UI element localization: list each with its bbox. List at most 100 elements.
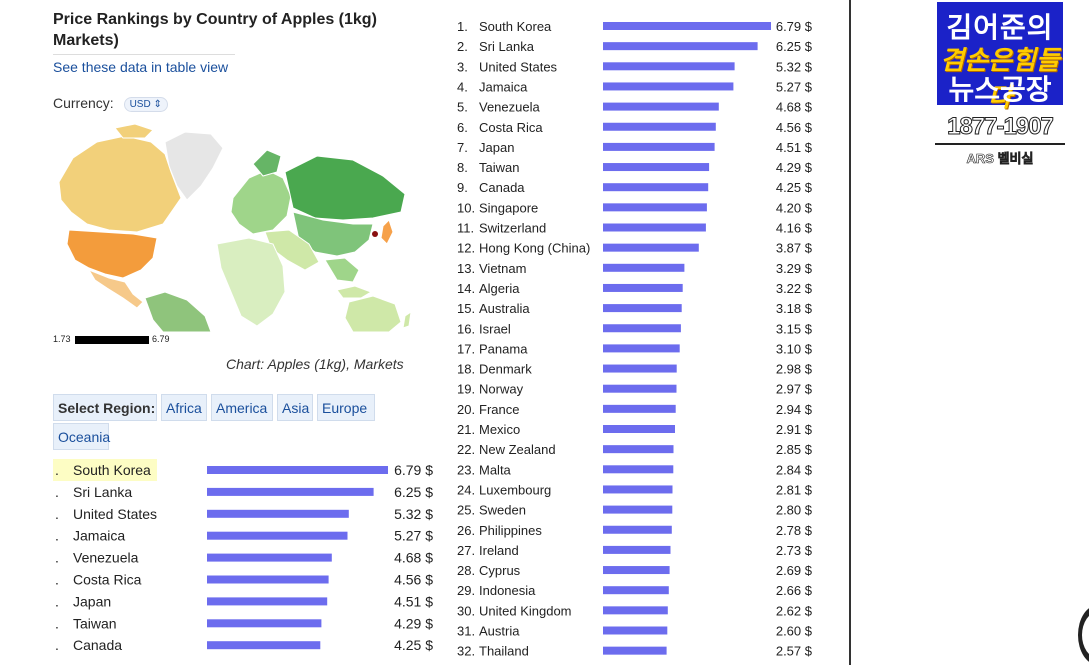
map-region-mexico[interactable] [87, 268, 144, 309]
bar-algeria [603, 283, 683, 292]
region-button-asia[interactable]: Asia [277, 394, 313, 421]
rank-number: 21. [457, 422, 475, 437]
phone-divider [935, 143, 1065, 145]
rank-marker: . [55, 615, 59, 631]
category-label-denmark: Denmark [479, 362, 532, 377]
bar-united-states [207, 509, 349, 518]
bar-singapore [603, 203, 707, 212]
bar-jamaica [207, 531, 348, 540]
bar-denmark [603, 364, 677, 373]
map-region-new-zealand[interactable] [402, 310, 412, 329]
value-label-united-states: 5.32 $ [394, 506, 433, 522]
category-label-sweden: Sweden [479, 503, 526, 518]
category-label-south-korea: South Korea [479, 19, 552, 34]
rank-number: 26. [457, 523, 475, 538]
rank-number: 24. [457, 482, 475, 497]
rank-number: 22. [457, 442, 475, 457]
rank-number: 28. [457, 563, 475, 578]
map-region-russia[interactable] [284, 155, 406, 221]
currency-label: Currency: [53, 95, 114, 111]
value-label-canada: 4.25 $ [394, 637, 433, 653]
title-divider [53, 54, 235, 55]
map-region-south-america[interactable] [144, 291, 212, 332]
rank-number: 25. [457, 503, 475, 518]
category-label-israel: Israel [479, 321, 511, 336]
value-label-jamaica: 5.27 $ [394, 528, 433, 544]
category-label-sri-lanka: Sri Lanka [479, 39, 535, 54]
table-view-link[interactable]: See these data in table view [53, 59, 229, 75]
value-label-taiwan: 4.29 $ [394, 615, 433, 631]
map-region-canada[interactable] [58, 135, 182, 233]
world-map[interactable] [53, 120, 413, 332]
rank-marker: . [55, 572, 59, 588]
rank-number: 10. [457, 200, 475, 215]
value-label-japan: 4.51 $ [394, 593, 433, 609]
rank-number: 5. [457, 100, 468, 115]
bar-austria [603, 626, 668, 635]
currency-value: USD [129, 99, 151, 110]
bar-south-korea [207, 466, 388, 474]
rank-number: 15. [457, 301, 475, 316]
scale-bar [75, 336, 149, 344]
value-label-mexico: 2.91 $ [776, 422, 813, 437]
rank-number: 31. [457, 624, 475, 639]
map-region-scandinavia[interactable] [252, 149, 282, 177]
value-label-costa-rica: 4.56 $ [776, 120, 813, 135]
bar-philippines [603, 525, 672, 534]
rank-number: 4. [457, 79, 468, 94]
map-region-southeast-asia[interactable] [324, 257, 360, 283]
value-label-norway: 2.97 $ [776, 382, 813, 397]
region-button-africa[interactable]: Africa [161, 394, 207, 421]
left-panel: Price Rankings by Country of Apples (1kg… [0, 0, 445, 665]
bar-australia [603, 304, 682, 313]
category-label-switzerland: Switzerland [479, 221, 546, 236]
value-label-japan: 4.51 $ [776, 140, 813, 155]
region-button-america[interactable]: America [211, 394, 273, 421]
rank-number: 20. [457, 402, 475, 417]
bar-canada [207, 641, 321, 650]
category-label-philippines: Philippines [479, 523, 542, 538]
map-region-australia[interactable] [344, 295, 402, 332]
category-label-venezuela: Venezuela [73, 550, 139, 566]
map-region-arctic-islands[interactable] [114, 123, 154, 139]
bar-south-korea [603, 22, 771, 30]
category-label-panama: Panama [479, 341, 528, 356]
value-label-canada: 4.25 $ [776, 180, 813, 195]
map-region-africa[interactable] [216, 237, 286, 327]
category-label-japan: Japan [73, 593, 111, 609]
ranking-chart-region: . South Korea 6.79 $. Sri Lanka 6.25 $. Unite… [53, 459, 433, 653]
category-label-luxembourg: Luxembourg [479, 482, 551, 497]
rank-number: 29. [457, 583, 475, 598]
map-region-south-korea[interactable] [372, 231, 378, 237]
chevron-updown-icon: ⇕ [153, 99, 162, 110]
bar-vietnam [603, 263, 685, 272]
region-button-europe[interactable]: Europe [317, 394, 375, 421]
value-label-jamaica: 5.27 $ [776, 79, 813, 94]
value-label-sri-lanka: 6.25 $ [394, 484, 433, 500]
page-title: Price Rankings by Country of Apples (1kg… [53, 9, 377, 51]
map-region-united-states[interactable] [66, 229, 158, 279]
bar-japan [207, 597, 328, 606]
value-label-new-zealand: 2.85 $ [776, 442, 813, 457]
value-label-united-states: 5.32 $ [776, 59, 813, 74]
value-label-malta: 2.84 $ [776, 462, 813, 477]
category-label-ireland: Ireland [479, 543, 519, 558]
currency-select[interactable]: USD ⇕ [123, 97, 168, 112]
value-label-sri-lanka: 6.25 $ [776, 39, 813, 54]
map-region-europe[interactable] [230, 169, 292, 235]
map-region-japan[interactable] [380, 219, 394, 245]
rank-marker: . [55, 528, 59, 544]
region-button-oceania[interactable]: Oceania [53, 423, 110, 450]
category-label-thailand: Thailand [479, 644, 529, 659]
rank-number: 7. [457, 140, 468, 155]
rank-number: 1. [457, 19, 468, 34]
scale-min-label: 1.73 [53, 334, 71, 344]
bar-taiwan [207, 619, 322, 628]
bar-venezuela [207, 553, 332, 562]
value-label-taiwan: 4.29 $ [776, 160, 813, 175]
map-region-indonesia[interactable] [336, 285, 373, 299]
rank-number: 3. [457, 59, 468, 74]
rank-number: 32. [457, 644, 475, 659]
value-label-south-korea: 6.79 $ [394, 462, 433, 478]
bar-new-zealand [603, 445, 674, 454]
